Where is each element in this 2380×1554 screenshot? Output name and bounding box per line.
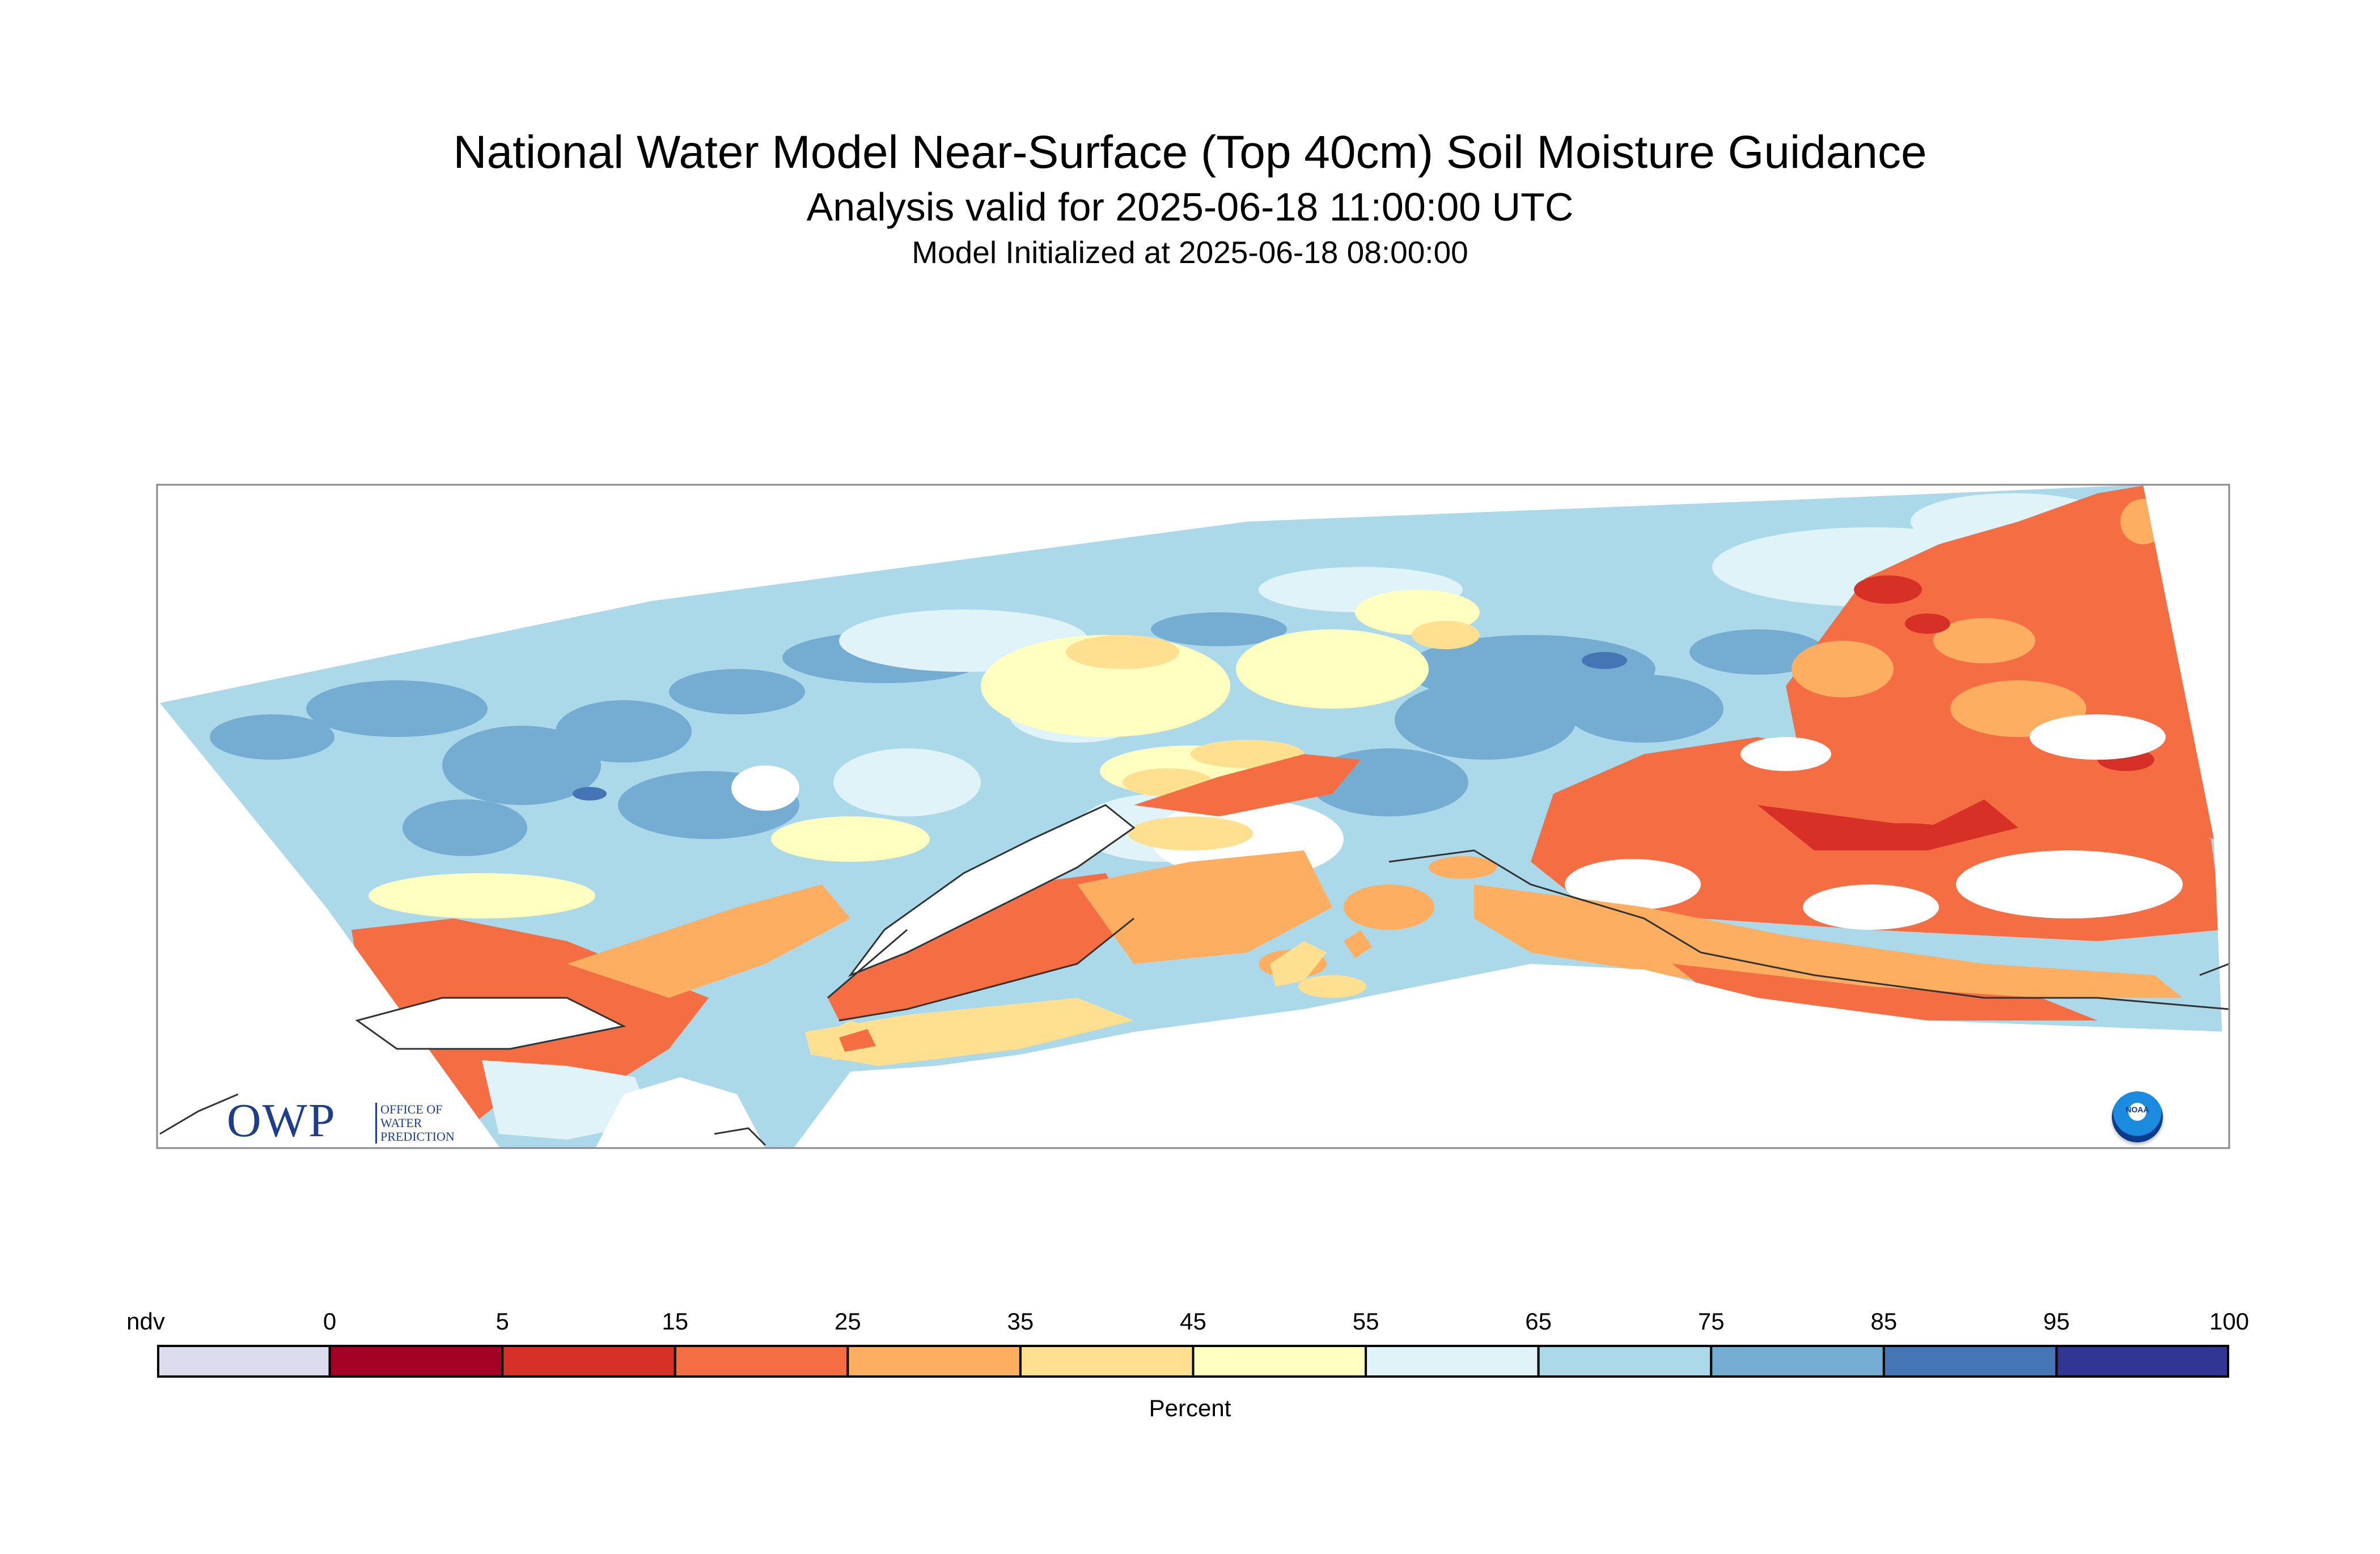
dry-patches — [1066, 621, 1480, 768]
colorbar-label-7: 55 — [1352, 1308, 1379, 1335]
noaa-logo: NOAA — [2112, 1091, 2163, 1142]
colorbar-swatch-3 — [674, 1345, 849, 1378]
colorbar-label-6: 45 — [1180, 1308, 1206, 1335]
map-frame-border — [156, 484, 2230, 1149]
colorbar-label-10: 85 — [1870, 1308, 1898, 1335]
water-bodies — [357, 805, 2229, 1148]
initialization-time: Model Initialized at 2025-06-18 08:00:00 — [912, 235, 1468, 270]
colorbar-swatch-7 — [1365, 1345, 1540, 1378]
colorbar-label-8: 65 — [1525, 1308, 1552, 1335]
colorbar-swatch-0 — [157, 1345, 331, 1378]
coastlines — [159, 804, 2229, 1146]
colorbar-label-5: 35 — [1007, 1308, 1034, 1335]
colorbar-swatch-6 — [1192, 1345, 1367, 1378]
colorbar-label-11: 95 — [2043, 1308, 2070, 1335]
kenai-dry-region — [828, 873, 1134, 1021]
colorbar-label-1: 0 — [323, 1308, 337, 1335]
colorbar-swatch-1 — [328, 1345, 504, 1378]
islands — [816, 930, 1372, 1060]
colorbar-swatch-10 — [1882, 1345, 2058, 1378]
colorbar-swatch-8 — [1537, 1345, 1713, 1378]
map-title: National Water Model Near-Surface (Top 4… — [453, 126, 1927, 178]
colorbar-label-4: 25 — [834, 1308, 861, 1335]
valid-time-subtitle: Analysis valid for 2025-06-18 11:00:00 U… — [806, 185, 1574, 229]
colorbar-label-3: 15 — [662, 1308, 689, 1335]
colorbar-label-2: 5 — [496, 1308, 509, 1335]
colorbar-label-12: 100 — [2209, 1308, 2250, 1335]
colorbar-swatch-2 — [501, 1345, 676, 1378]
colorbar-outline — [157, 1345, 2229, 1378]
colorbar-label-0: ndv — [126, 1308, 165, 1335]
model-domain — [159, 485, 2229, 1148]
colorbar-label-9: 75 — [1697, 1308, 1725, 1335]
colorbar — [157, 1345, 2229, 1378]
colorbar-swatch-5 — [1019, 1345, 1195, 1378]
colorbar-swatch-9 — [1710, 1345, 1885, 1378]
colorbar-swatch-4 — [846, 1345, 1022, 1378]
colorbar-swatch-11 — [2055, 1345, 2229, 1378]
colorbar-title: Percent — [1149, 1395, 1231, 1421]
